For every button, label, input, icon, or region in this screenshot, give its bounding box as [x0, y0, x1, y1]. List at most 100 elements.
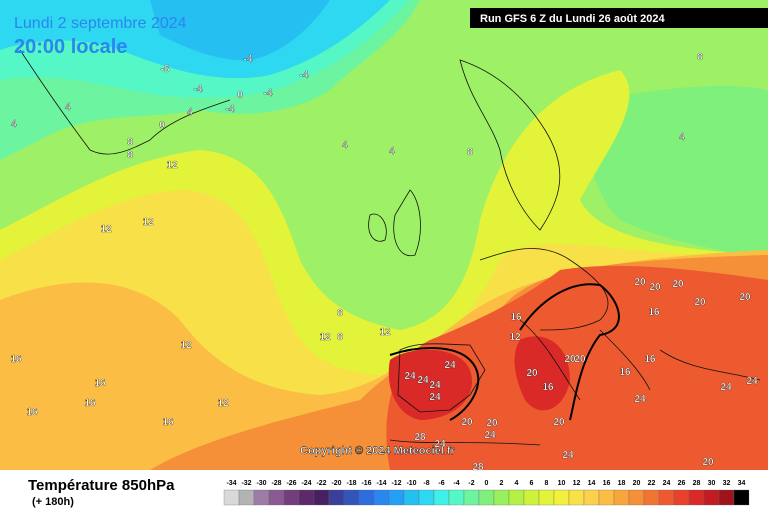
contour-label: 20: [486, 418, 498, 429]
footer-title: Température 850hPa: [28, 477, 175, 494]
contour-label: -4: [264, 88, 273, 99]
run: Run GFS 6 Z du Lundi 26 août 2024: [480, 13, 665, 25]
legend-swatch: [433, 489, 450, 506]
legend-label: -26: [286, 480, 296, 487]
contour-label: 12: [379, 327, 391, 338]
contour-label: 12: [509, 332, 521, 343]
legend-label: 4: [515, 480, 519, 487]
contour-label: 16: [162, 417, 174, 428]
contour-label: 24: [417, 375, 429, 386]
legend-label: -16: [361, 480, 371, 487]
contour-label: 12: [142, 217, 154, 228]
legend-swatch: [493, 489, 510, 506]
legend-swatch: [418, 489, 435, 506]
legend-swatch: [223, 489, 240, 506]
legend-swatch: [358, 489, 375, 506]
contour-label: 20: [553, 417, 565, 428]
contour-label: 20: [526, 368, 538, 379]
contour-label: 24: [746, 376, 758, 387]
legend: -34 -32 -30 -28 -26 -24 -22 -20 -18 -16 -14 -12 -10-…: [223, 480, 750, 506]
legend-swatch: [283, 489, 300, 506]
legend-swatch: [688, 489, 705, 506]
legend-swatch: [718, 489, 735, 506]
contour-label: 20: [574, 354, 586, 365]
contour-label: 4: [342, 140, 348, 151]
contour-label: 12: [319, 332, 331, 343]
contour-label: 8: [337, 308, 343, 319]
contour-label: 8: [127, 137, 133, 148]
legend-swatch: [568, 489, 585, 506]
contour-label: 4: [187, 107, 193, 118]
contour-label: 0: [237, 90, 243, 101]
contour-label: 4: [65, 102, 71, 113]
contour-label: 24: [720, 382, 732, 393]
legend-swatch: [673, 489, 690, 506]
legend-swatch: [298, 489, 315, 506]
legend-swatch: [238, 489, 255, 506]
legend-swatch: [268, 489, 285, 506]
date: Lundi 2 septembre 2024: [14, 15, 187, 32]
legend-label: 10: [558, 480, 566, 487]
legend-swatch: [508, 489, 525, 506]
legend-label: 22: [648, 480, 656, 487]
legend-swatch: [523, 489, 540, 506]
contour-label: 16: [10, 354, 22, 365]
contour-label: 4: [679, 132, 685, 143]
contour-label: 20: [702, 457, 714, 468]
legend-swatch: [388, 489, 405, 506]
contour-label: 16: [619, 367, 631, 378]
legend-label: -34: [226, 480, 236, 487]
contour-label: 28: [414, 432, 426, 443]
run-box: [470, 8, 768, 28]
legend-label: 32: [723, 480, 731, 487]
legend-label: 0: [485, 480, 489, 487]
legend-label: -2: [468, 480, 474, 487]
legend-swatch: [538, 489, 555, 506]
legend-label: -10: [406, 480, 416, 487]
copyright: Copyright © 2024 Meteociel.fr: [300, 445, 456, 457]
legend-swatch: [328, 489, 345, 506]
legend-label: -20: [331, 480, 341, 487]
legend-label: 34: [738, 480, 746, 487]
legend-swatch: [583, 489, 600, 506]
legend-swatch: [733, 489, 750, 506]
footer-lead: (+ 180h): [32, 496, 74, 508]
contour-label: 28: [472, 462, 484, 473]
hottest-zone: [388, 336, 570, 420]
contour-label: -4: [244, 54, 253, 65]
contour-label: 24: [429, 380, 441, 391]
legend-swatch: [253, 489, 270, 506]
legend-swatch: [703, 489, 720, 506]
legend-label: 18: [618, 480, 626, 487]
contour-label: 16: [648, 307, 660, 318]
contour-label: 8: [127, 150, 133, 161]
contour-label: 4: [11, 119, 17, 130]
contour-label: 24: [562, 450, 574, 461]
contour-label: 24: [484, 430, 496, 441]
contour-label: 20: [694, 297, 706, 308]
legend-label: 24: [663, 480, 671, 487]
legend-label: -14: [376, 480, 386, 487]
legend-label: -6: [438, 480, 444, 487]
contour-label: 24: [634, 394, 646, 405]
legend-swatch: [598, 489, 615, 506]
legend-swatch: [373, 489, 390, 506]
legend-label: -22: [316, 480, 326, 487]
time: 20:00 locale: [14, 36, 127, 58]
thick-contour: [389, 283, 620, 421]
contour-label: 8: [697, 52, 703, 63]
legend-label: -4: [453, 480, 459, 487]
legend-swatch: [478, 489, 495, 506]
legend-label: 6: [530, 480, 534, 487]
legend-label: 30: [708, 480, 716, 487]
legend-label: 8: [545, 480, 549, 487]
legend-label: 20: [633, 480, 641, 487]
contour-label: 24: [429, 392, 441, 403]
contour-label: 24: [444, 360, 456, 371]
contour-label: 16: [644, 354, 656, 365]
legend-label: 14: [588, 480, 596, 487]
contour-label: 12: [100, 224, 112, 235]
legend-swatch: [658, 489, 675, 506]
